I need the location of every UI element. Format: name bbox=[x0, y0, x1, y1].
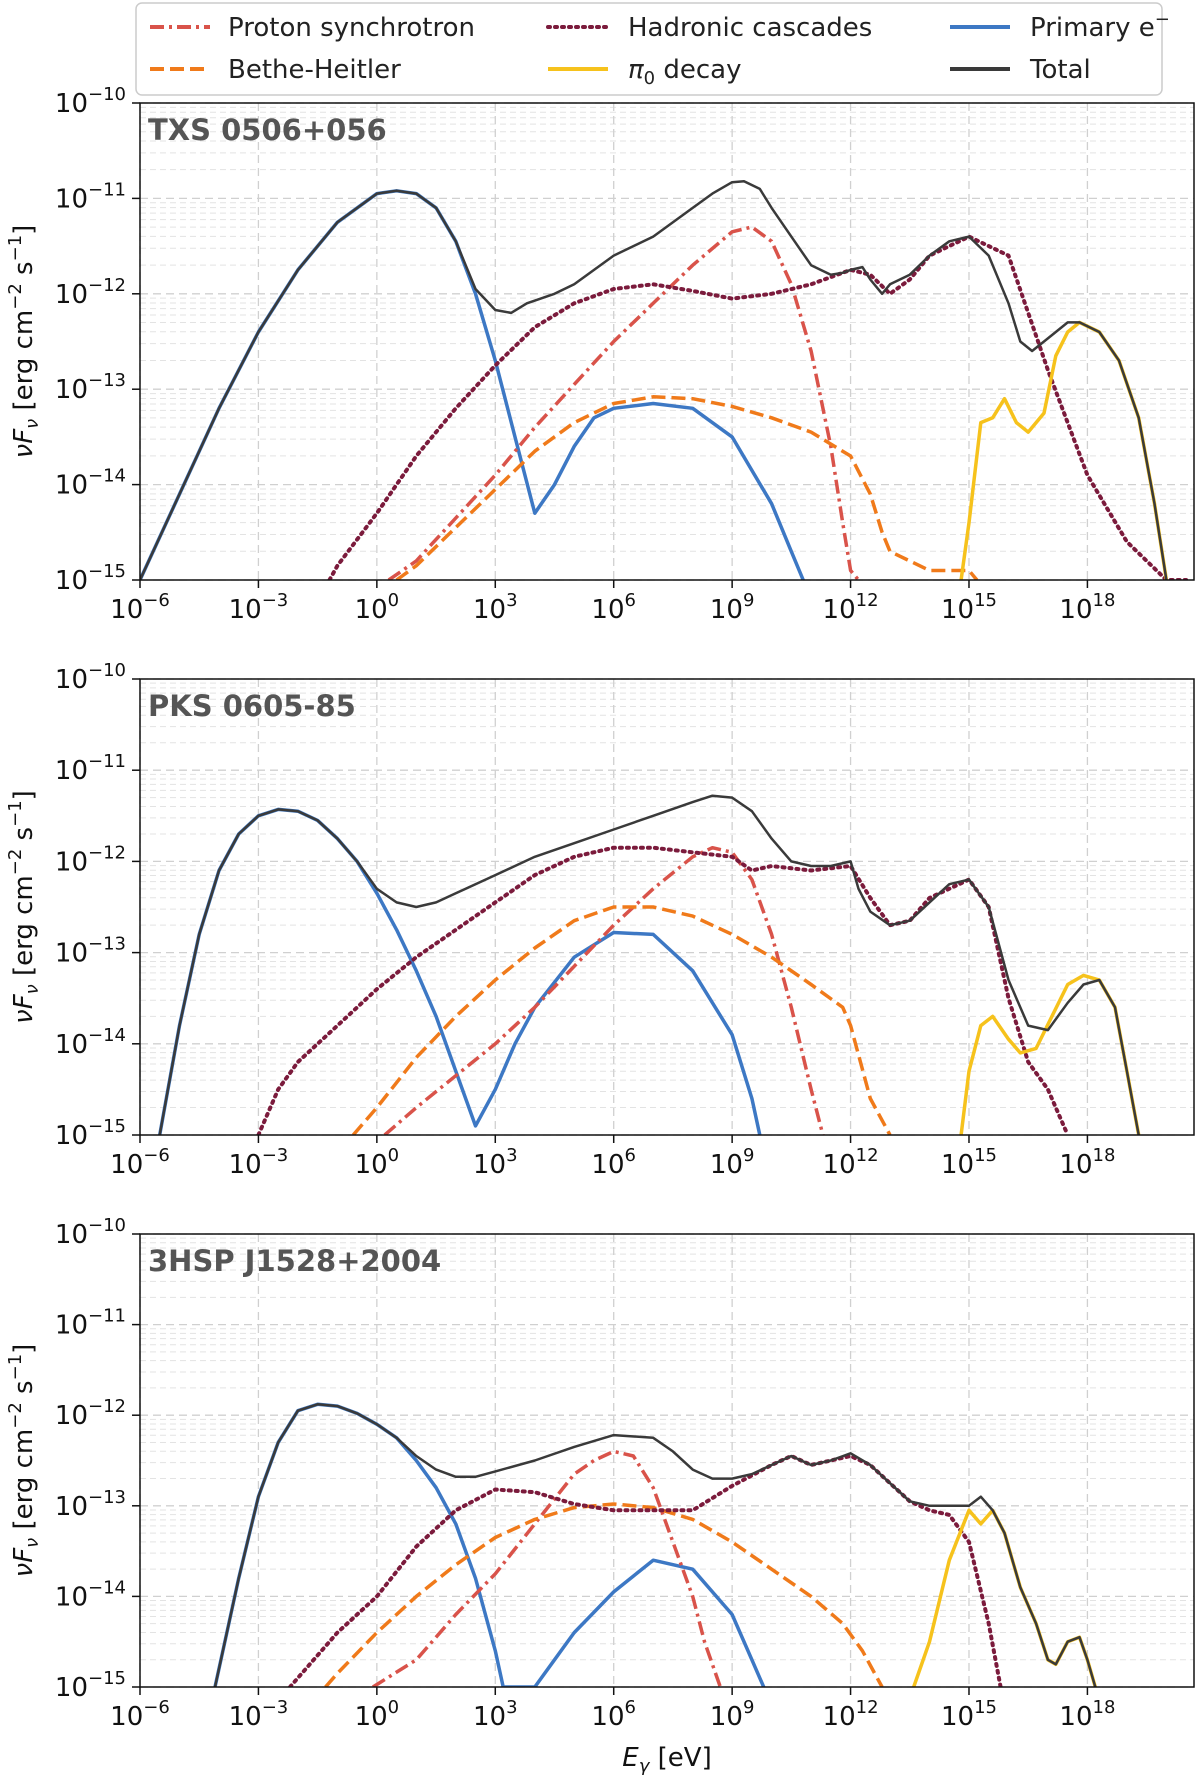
legend-entry-primary: Primary e− bbox=[950, 9, 1170, 43]
axes-frame bbox=[139, 102, 1195, 581]
y-tick-label: 10−13 bbox=[55, 1487, 126, 1522]
y-axis-label: νFν [erg cm−2 s−1] bbox=[5, 790, 43, 1024]
y-tick-label: 10−12 bbox=[55, 275, 126, 310]
x-tick-label: 10−6 bbox=[110, 1697, 170, 1732]
x-tick-label: 100 bbox=[355, 590, 400, 625]
panel-title: PKS 0605-85 bbox=[148, 689, 356, 723]
y-tick-label: 10−11 bbox=[55, 751, 126, 786]
x-tick-label: 10−3 bbox=[229, 1145, 289, 1180]
series-line-primary bbox=[140, 189, 805, 580]
y-tick-label: 10−10 bbox=[55, 660, 126, 695]
axes-frame bbox=[139, 1233, 1195, 1688]
panel-pks-0605: 10−6 10−3 100 103 106 109 1012 1015 1018 10−15 10−… bbox=[5, 660, 1195, 1180]
legend-entry-total: Total bbox=[950, 55, 1091, 85]
y-tick-label: 10−15 bbox=[55, 561, 126, 596]
legend-label-proton-sync: Proton synchrotron bbox=[228, 13, 475, 43]
legend-label-primary-sup: − bbox=[1155, 9, 1170, 30]
y-tick-label: 10−10 bbox=[55, 1215, 126, 1250]
panel-title: TXS 0506+056 bbox=[148, 113, 387, 147]
x-tick-label: 1015 bbox=[941, 1697, 997, 1732]
series-line-total bbox=[158, 794, 1140, 1135]
grid bbox=[139, 678, 1194, 1136]
series-line-proton-sync bbox=[371, 1449, 722, 1687]
x-tick-label: 103 bbox=[473, 1145, 518, 1180]
x-tick-label: 1018 bbox=[1059, 1145, 1115, 1180]
series-line-bethe-heitler bbox=[324, 1502, 884, 1687]
y-tick-label: 10−12 bbox=[55, 1396, 126, 1431]
x-tick-label: 103 bbox=[473, 1697, 518, 1732]
x-tick-label: 109 bbox=[710, 1145, 755, 1180]
legend-entry-pi0: π0 decay bbox=[548, 55, 742, 89]
series-line-pi0 bbox=[959, 973, 1141, 1135]
grid bbox=[139, 102, 1194, 581]
y-axis-label: νFν [erg cm−2 s−1] bbox=[5, 225, 43, 459]
legend-frame bbox=[135, 2, 1163, 96]
y-tick-label: 10−15 bbox=[55, 1116, 126, 1151]
y-tick-label: 10−13 bbox=[55, 370, 126, 405]
x-tick-label: 1018 bbox=[1059, 590, 1115, 625]
x-tick-label: 1012 bbox=[823, 1145, 879, 1180]
x-tick-label: 10−3 bbox=[229, 590, 289, 625]
x-tick-label: 10−6 bbox=[110, 1145, 170, 1180]
series-line-pi0 bbox=[959, 320, 1169, 580]
legend-entry-hadronic: Hadronic cascades bbox=[546, 13, 872, 43]
series-line-hadronic bbox=[327, 234, 1189, 580]
y-tick-label: 10−14 bbox=[55, 466, 126, 501]
series-line-bethe-heitler bbox=[395, 395, 979, 580]
series-line-hadronic bbox=[288, 1454, 1003, 1687]
x-tick-label: 109 bbox=[710, 590, 755, 625]
y-axis-label: νFν [erg cm−2 s−1] bbox=[5, 1344, 43, 1578]
x-axis-label: Eγ [eV] bbox=[622, 1743, 711, 1775]
series-line-proton-sync bbox=[383, 845, 825, 1135]
legend-label-hadronic: Hadronic cascades bbox=[628, 13, 872, 43]
panel-txs-0506: 10−6 10−3 100 103 106 109 1012 1015 1018 10−15 10−… bbox=[5, 84, 1195, 625]
panel-3hsp-j1528: 10−6 10−3 100 103 106 109 1012 1015 1018 10−15 10−… bbox=[5, 1215, 1195, 1732]
legend-label-pi0: π0 decay bbox=[628, 55, 742, 89]
x-tick-label: 10−3 bbox=[229, 1697, 289, 1732]
legend-entry-bethe-heitler: Bethe-Heitler bbox=[150, 55, 401, 85]
panel-title: 3HSP J1528+2004 bbox=[148, 1244, 441, 1278]
y-tick-label: 10−11 bbox=[55, 179, 126, 214]
series-line-proton-sync bbox=[387, 225, 860, 580]
x-tick-label: 106 bbox=[591, 1697, 636, 1732]
legend-label-bethe-heitler: Bethe-Heitler bbox=[228, 55, 401, 85]
y-tick-label: 10−14 bbox=[55, 1025, 126, 1060]
series-group bbox=[213, 1402, 1098, 1687]
series-line-primary bbox=[157, 807, 762, 1135]
series-group bbox=[157, 794, 1141, 1135]
y-tick-label: 10−11 bbox=[55, 1306, 126, 1341]
y-tick-label: 10−10 bbox=[55, 84, 126, 119]
legend-label-primary: Primary e− bbox=[1030, 9, 1170, 43]
x-tick-label: 106 bbox=[591, 1145, 636, 1180]
x-tick-label: 1015 bbox=[941, 1145, 997, 1180]
series-group bbox=[140, 179, 1189, 580]
x-tick-label: 109 bbox=[710, 1697, 755, 1732]
legend-entry-proton-sync: Proton synchrotron bbox=[150, 13, 475, 43]
x-tick-label: 100 bbox=[355, 1145, 400, 1180]
y-tick-label: 10−13 bbox=[55, 934, 126, 969]
series-line-total bbox=[140, 179, 1168, 580]
legend: Proton synchrotron Hadronic cascades Pri… bbox=[135, 2, 1170, 96]
legend-label-total: Total bbox=[1029, 55, 1091, 85]
x-tick-label: 103 bbox=[473, 590, 518, 625]
series-line-bethe-heitler bbox=[351, 905, 892, 1135]
y-tick-label: 10−14 bbox=[55, 1577, 126, 1612]
x-tick-label: 1012 bbox=[823, 1697, 879, 1732]
series-line-primary bbox=[213, 1402, 766, 1687]
x-tick-label: 1015 bbox=[941, 590, 997, 625]
x-tick-label: 10−6 bbox=[110, 590, 170, 625]
y-tick-label: 10−12 bbox=[55, 842, 126, 877]
x-tick-label: 1012 bbox=[823, 590, 879, 625]
legend-label-pi0-sub: 0 bbox=[644, 68, 655, 89]
axes-frame bbox=[139, 678, 1195, 1136]
series-line-total bbox=[213, 1403, 1097, 1687]
x-tick-label: 100 bbox=[355, 1697, 400, 1732]
y-tick-label: 10−15 bbox=[55, 1668, 126, 1703]
x-tick-label: 106 bbox=[591, 590, 636, 625]
x-tick-label: 1018 bbox=[1059, 1697, 1115, 1732]
